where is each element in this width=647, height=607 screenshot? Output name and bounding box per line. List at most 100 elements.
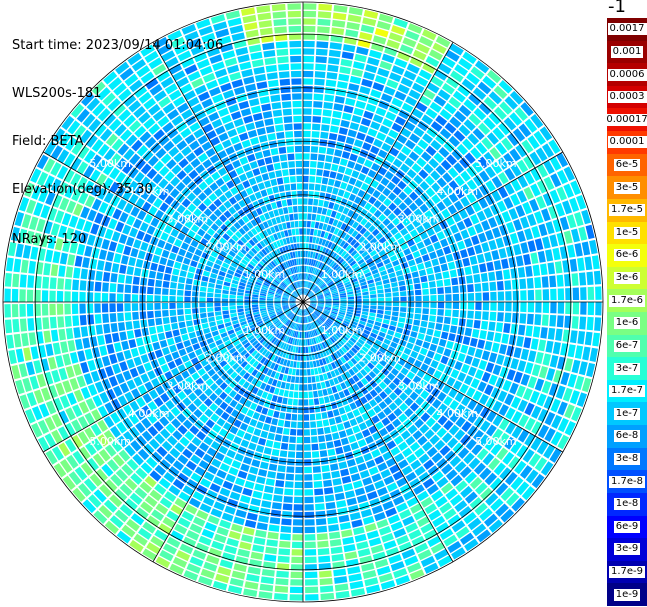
ray-gate — [233, 516, 245, 526]
ray-gate — [418, 453, 430, 464]
ray-gate — [255, 405, 263, 413]
ray-gate — [182, 448, 193, 459]
ray-gate — [526, 313, 534, 325]
ray-gate — [47, 236, 57, 249]
ray-gate — [214, 188, 223, 198]
ray-gate — [518, 123, 532, 138]
ray-gate — [87, 384, 98, 397]
ray-gate — [488, 519, 503, 533]
ray-gate — [449, 43, 464, 56]
ray-gate — [439, 128, 452, 140]
ray-gate — [326, 319, 333, 325]
ray-gate — [242, 206, 250, 214]
ray-gate — [399, 44, 414, 55]
ray-gate — [218, 204, 227, 213]
ray-gate — [310, 303, 317, 305]
ray-gate — [399, 291, 407, 297]
ray-gate — [408, 529, 422, 540]
ray-gate — [336, 500, 347, 508]
ray-gate — [298, 309, 302, 316]
ray-gate — [353, 252, 360, 260]
ray-gate — [208, 192, 218, 202]
ray-gate — [101, 292, 109, 302]
ray-gate — [402, 37, 417, 48]
ray-gate — [283, 335, 288, 342]
ray-gate — [181, 109, 193, 120]
ray-gate — [79, 291, 86, 302]
ray-gate — [104, 261, 112, 272]
ray-gate — [486, 261, 495, 272]
ray-gate — [330, 353, 337, 361]
ray-gate — [460, 183, 471, 195]
ray-gate — [153, 129, 165, 141]
ray-gate — [356, 46, 369, 56]
ray-gate — [293, 307, 298, 313]
ray-gate — [188, 213, 198, 223]
ray-gate — [26, 303, 34, 317]
ray-gate — [593, 270, 602, 285]
ray-gate — [232, 362, 240, 370]
ray-gate — [446, 154, 458, 166]
ray-gate — [225, 355, 234, 363]
ray-gate — [467, 412, 478, 424]
ray-gate — [358, 236, 366, 244]
ray-gate — [572, 302, 580, 315]
ray-gate — [297, 281, 300, 288]
ray-gate — [157, 43, 172, 56]
ray-gate — [234, 193, 243, 202]
ray-gate — [237, 265, 245, 272]
ray-gate — [54, 210, 65, 224]
ray-gate — [155, 317, 163, 326]
ray-gate — [256, 421, 264, 430]
ray-gate — [193, 398, 203, 408]
ray-gate — [327, 241, 333, 249]
ray-gate — [325, 299, 332, 301]
ray-gate — [74, 338, 83, 351]
ray-gate — [328, 394, 336, 402]
ray-gate — [325, 79, 337, 87]
ray-gate — [449, 269, 458, 278]
ray-gate — [342, 44, 356, 53]
ray-gate — [364, 242, 372, 250]
ray-gate — [303, 18, 316, 25]
ray-gate — [219, 214, 228, 223]
ray-gate — [531, 421, 543, 435]
ray-gate — [305, 289, 309, 296]
ray-gate — [211, 118, 223, 129]
ray-gate — [393, 387, 403, 396]
ray-gate — [254, 225, 262, 233]
ray-gate — [354, 163, 363, 172]
ray-gate — [352, 383, 360, 392]
ray-gate — [259, 304, 266, 307]
ray-gate — [467, 310, 474, 319]
ray-gate — [397, 237, 406, 246]
ray-gate — [378, 444, 389, 454]
ray-gate — [125, 275, 133, 284]
ray-gate — [324, 294, 331, 298]
ray-gate — [229, 309, 237, 314]
ray-gate — [284, 481, 294, 488]
ray-gate — [317, 318, 323, 325]
ray-gate — [424, 210, 434, 220]
ray-gate — [94, 314, 102, 324]
ray-gate — [340, 231, 347, 239]
ray-gate — [382, 451, 393, 461]
ray-gate — [283, 390, 289, 397]
ray-gate — [495, 270, 503, 281]
ray-gate — [275, 307, 282, 311]
ray-gate — [531, 405, 542, 419]
ray-gate — [219, 237, 227, 245]
ray-gate — [204, 388, 213, 397]
ray-gate — [340, 119, 350, 128]
ray-gate — [287, 10, 301, 18]
ray-gate — [367, 279, 374, 285]
ray-gate — [298, 346, 301, 354]
ray-gate — [229, 225, 238, 234]
ray-gate — [154, 295, 161, 302]
ray-gate — [448, 180, 459, 191]
ray-gate — [340, 58, 353, 67]
ray-gate — [491, 190, 502, 202]
ray-gate — [363, 452, 373, 462]
ray-gate — [194, 448, 205, 459]
ray-gate — [273, 338, 279, 345]
